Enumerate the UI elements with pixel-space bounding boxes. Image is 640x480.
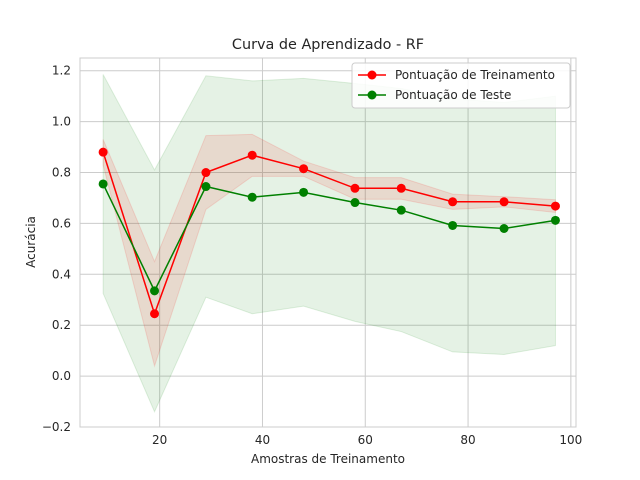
- data-point-training: [247, 150, 257, 160]
- data-point-training: [201, 168, 211, 178]
- x-tick-label: 60: [358, 433, 373, 447]
- data-point-test: [247, 192, 257, 202]
- data-point-test: [448, 220, 458, 230]
- plot-background: [80, 58, 576, 427]
- x-tick-label: 20: [152, 433, 167, 447]
- legend-marker-training: [367, 70, 377, 80]
- legend-label-test: Pontuação de Teste: [395, 88, 511, 102]
- data-point-training: [150, 309, 160, 319]
- data-point-test: [350, 198, 360, 208]
- data-point-test: [499, 224, 509, 234]
- data-point-test: [98, 179, 108, 189]
- y-tick-label: 1.0: [52, 115, 71, 129]
- x-axis-label: Amostras de Treinamento: [251, 452, 405, 466]
- y-tick-label: 0.4: [52, 267, 71, 281]
- chart-title: Curva de Aprendizado - RF: [232, 37, 424, 53]
- x-tick-label: 80: [460, 433, 475, 447]
- series-line-training: [102, 151, 556, 317]
- y-tick-label: 0.8: [52, 166, 71, 180]
- y-axis-ticks: −0.2 0.0 0.2 0.4 0.6 0.8 1.0 1.2: [42, 64, 71, 434]
- series-markers: [98, 147, 560, 319]
- y-tick-label: 0.2: [52, 318, 71, 332]
- confidence-bands: [102, 74, 556, 413]
- x-tick-label: 40: [255, 433, 270, 447]
- x-axis-ticks: 20 40 60 80 100: [152, 433, 582, 447]
- y-tick-label: 1.2: [52, 64, 71, 78]
- data-point-training: [98, 147, 108, 157]
- data-point-training: [299, 164, 309, 174]
- plot-area: [79, 57, 577, 428]
- y-tick-label: −0.2: [42, 420, 71, 434]
- x-tick-label: 100: [559, 433, 582, 447]
- legend-box: [351, 62, 571, 109]
- confidence-band-training: [102, 133, 556, 368]
- y-tick-label: 0.6: [52, 216, 71, 230]
- data-point-test: [299, 187, 309, 197]
- data-point-test: [550, 215, 560, 225]
- y-axis-label: Acurácia: [24, 216, 38, 268]
- legend-label-training: Pontuação de Treinamento: [395, 68, 555, 82]
- data-point-training: [350, 183, 360, 193]
- confidence-band-test: [102, 74, 556, 413]
- data-point-training: [448, 197, 458, 207]
- data-point-test: [396, 205, 406, 215]
- data-point-training: [550, 201, 560, 211]
- series-line-test: [102, 183, 556, 293]
- y-tick-label: 0.0: [52, 369, 71, 383]
- data-point-test: [150, 286, 160, 296]
- plot-frame: [79, 57, 577, 428]
- data-point-training: [499, 197, 509, 207]
- data-point-test: [201, 182, 211, 192]
- legend-marker-test: [367, 90, 377, 100]
- legend: Pontuação de Treinamento Pontuação de Te…: [351, 62, 571, 109]
- series-lines: [102, 151, 556, 317]
- data-point-training: [396, 183, 406, 193]
